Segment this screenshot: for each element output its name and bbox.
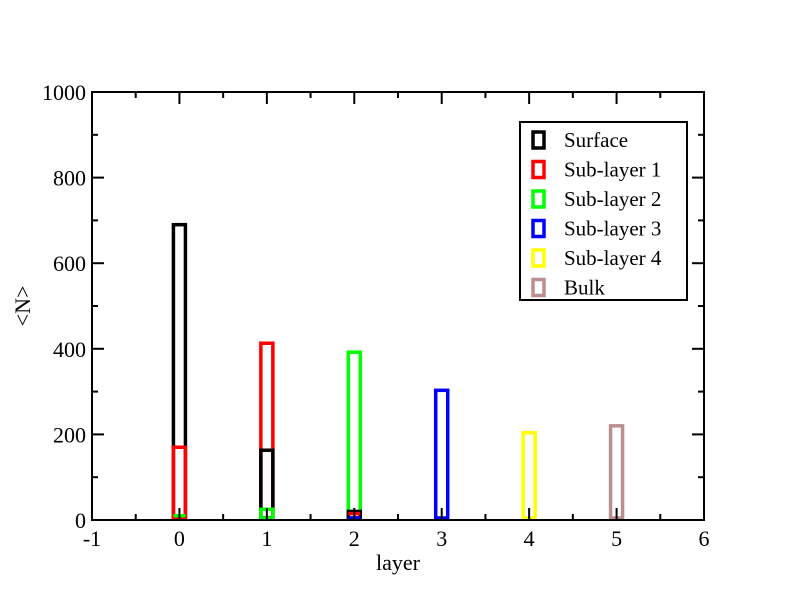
y-tick-label: 0 bbox=[75, 508, 86, 533]
x-tick-label: 6 bbox=[699, 526, 710, 551]
y-tick-label: 200 bbox=[53, 422, 86, 447]
x-tick-label: 5 bbox=[611, 526, 622, 551]
x-tick-label: -1 bbox=[83, 526, 101, 551]
y-tick-label: 1000 bbox=[42, 80, 86, 105]
legend-label-sub-layer-2: Sub-layer 2 bbox=[564, 187, 661, 211]
legend-label-bulk: Bulk bbox=[564, 276, 605, 300]
legend-swatch-sub-layer-4 bbox=[531, 248, 546, 268]
y-tick-label: 800 bbox=[53, 166, 86, 191]
legend-label-sub-layer-1: Sub-layer 1 bbox=[564, 158, 661, 182]
y-axis-label: <N> bbox=[10, 286, 35, 327]
x-axis-label: layer bbox=[376, 550, 421, 575]
legend-label-sub-layer-4: Sub-layer 4 bbox=[564, 246, 662, 270]
legend-swatch-surface bbox=[531, 130, 546, 150]
x-tick-label: 2 bbox=[349, 526, 360, 551]
x-tick-label: 0 bbox=[174, 526, 185, 551]
legend-box bbox=[519, 121, 688, 301]
legend-swatch-sub-layer-3 bbox=[531, 218, 546, 239]
x-tick-label: 3 bbox=[436, 526, 447, 551]
legend-swatch-bulk bbox=[531, 277, 546, 298]
legend-label-surface: Surface bbox=[564, 128, 628, 152]
legend-swatch-sub-layer-2 bbox=[531, 189, 546, 209]
y-tick-label: 600 bbox=[53, 251, 86, 276]
legend: Surface Sub-layer 1 Sub-layer 2 Sub-layer 3… bbox=[519, 121, 688, 301]
x-tick-label: 1 bbox=[261, 526, 272, 551]
legend-swatch-sub-layer-1 bbox=[531, 159, 546, 180]
legend-label-sub-layer-3: Sub-layer 3 bbox=[564, 217, 661, 241]
x-tick-label: 4 bbox=[524, 526, 535, 551]
y-tick-label: 400 bbox=[53, 337, 86, 362]
